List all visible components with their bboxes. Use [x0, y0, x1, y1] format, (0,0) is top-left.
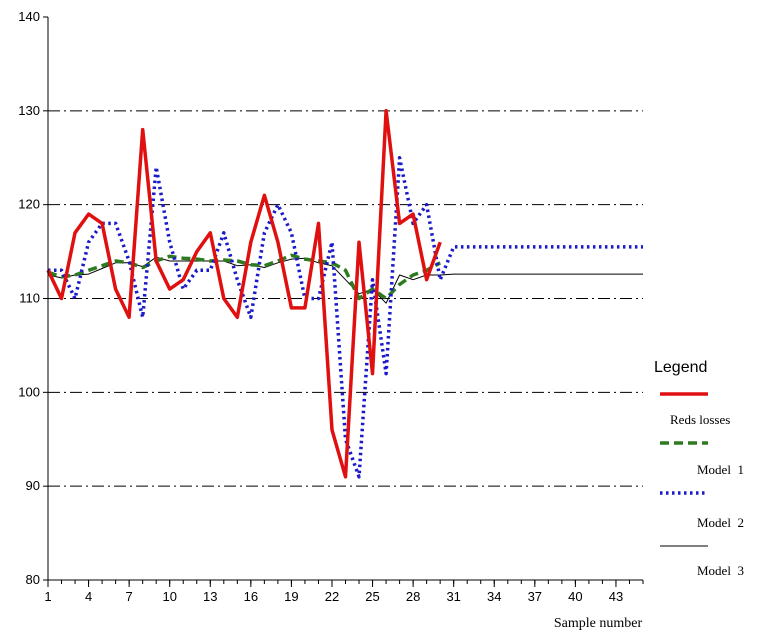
y-tick-label-120: 120	[18, 197, 40, 212]
y-tick-label-80: 80	[26, 572, 40, 587]
x-tick-label-34: 34	[487, 589, 501, 604]
y-tick-label-140: 140	[18, 9, 40, 24]
x-tick-label-43: 43	[609, 589, 623, 604]
legend-title: Legend	[654, 359, 707, 376]
x-tick-label-25: 25	[365, 589, 379, 604]
y-tick-label-90: 90	[26, 478, 40, 493]
x-tick-label-31: 31	[446, 589, 460, 604]
legend-label-3: Model 2	[697, 515, 744, 530]
x-tick-label-10: 10	[162, 589, 176, 604]
x-tick-label-16: 16	[244, 589, 258, 604]
x-tick-label-7: 7	[126, 589, 133, 604]
y-tick-label-100: 100	[18, 384, 40, 399]
x-tick-label-13: 13	[203, 589, 217, 604]
x-tick-label-4: 4	[85, 589, 92, 604]
x-tick-label-22: 22	[325, 589, 339, 604]
y-tick-label-130: 130	[18, 103, 40, 118]
series-line-1	[46, 109, 442, 479]
x-tick-label-28: 28	[406, 589, 420, 604]
x-tick-label-19: 19	[284, 589, 298, 604]
x-tick-label-1: 1	[44, 589, 51, 604]
y-tick-label-110: 110	[19, 291, 40, 306]
legend-label-1: Reds losses	[670, 412, 730, 427]
series-line-2	[47, 253, 442, 301]
legend-label-4: Model 3	[697, 563, 744, 578]
x-tick-label-37: 37	[528, 589, 542, 604]
x-axis-title: Sample number	[554, 616, 643, 631]
x-tick-label-40: 40	[568, 589, 582, 604]
legend-label-2: Model 1	[697, 462, 744, 477]
